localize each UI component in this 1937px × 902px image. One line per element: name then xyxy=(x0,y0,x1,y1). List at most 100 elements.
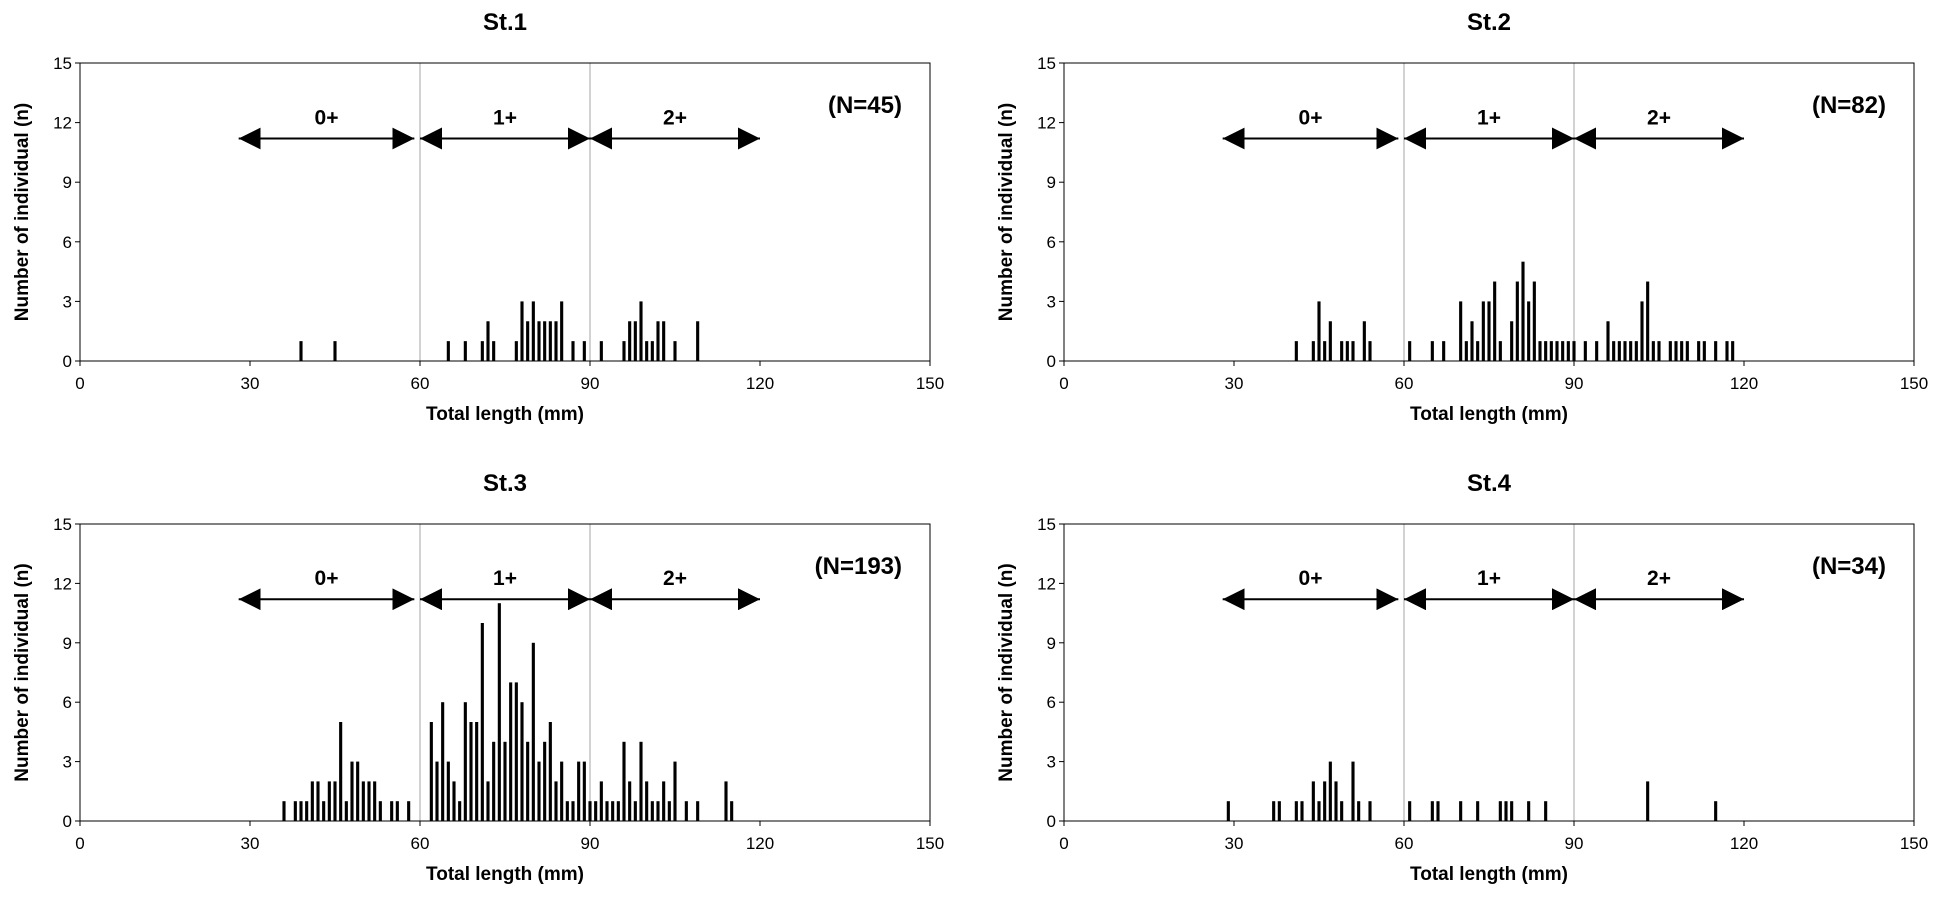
sample-size-label: (N=193) xyxy=(815,553,902,580)
y-tick-label: 0 xyxy=(63,352,72,371)
histogram-bar xyxy=(1442,341,1446,361)
histogram-bar xyxy=(582,761,586,821)
histogram-bar xyxy=(395,801,399,821)
y-tick-label: 9 xyxy=(1047,173,1056,192)
histogram-bar xyxy=(463,341,467,361)
y-tick-label: 9 xyxy=(1047,634,1056,653)
x-tick-label: 0 xyxy=(1059,834,1068,853)
histogram-bar xyxy=(1368,341,1372,361)
histogram-bar xyxy=(1357,801,1361,821)
histogram-bar xyxy=(520,702,524,821)
histogram-bar xyxy=(1731,341,1735,361)
histogram-bar xyxy=(1351,341,1355,361)
histogram-bar xyxy=(1277,801,1281,821)
histogram-bar xyxy=(656,801,660,821)
age-group-label: 1+ xyxy=(1477,567,1501,590)
histogram-bar xyxy=(1294,341,1298,361)
histogram-bar xyxy=(1498,801,1502,821)
histogram-bar xyxy=(1680,341,1684,361)
histogram-bar xyxy=(526,741,530,821)
histogram-bar xyxy=(577,761,581,821)
histogram-bar xyxy=(1521,261,1525,361)
x-axis-label: Total length (mm) xyxy=(1410,864,1568,885)
histogram-bar xyxy=(684,801,688,821)
histogram-bar xyxy=(492,341,496,361)
x-tick-label: 0 xyxy=(1059,374,1068,393)
histogram-bar xyxy=(548,321,552,361)
histogram-bar xyxy=(446,341,450,361)
histogram-bar xyxy=(361,781,365,821)
histogram-bar xyxy=(1323,341,1327,361)
histogram-bar xyxy=(344,801,348,821)
histogram-bar xyxy=(673,341,677,361)
histogram-bar xyxy=(622,741,626,821)
histogram-bar xyxy=(628,781,632,821)
histogram-bar xyxy=(1226,801,1230,821)
histogram-bar xyxy=(1538,341,1542,361)
histogram-bar xyxy=(480,623,484,821)
plot-area-frame xyxy=(1063,62,1915,362)
histogram-bar xyxy=(1294,801,1298,821)
x-tick-label: 0 xyxy=(75,374,84,393)
y-tick-label: 15 xyxy=(1037,515,1056,534)
x-tick-label: 150 xyxy=(916,374,944,393)
histogram-bar xyxy=(1595,341,1599,361)
age-group-label: 2+ xyxy=(1647,567,1671,590)
histogram-bar xyxy=(1561,341,1565,361)
x-tick-label: 90 xyxy=(1565,374,1584,393)
sample-size-label: (N=34) xyxy=(1812,553,1886,580)
plot-area-frame xyxy=(79,62,931,362)
histogram-bar xyxy=(1527,301,1531,361)
y-tick-label: 6 xyxy=(1047,693,1056,712)
histogram-bar xyxy=(1544,801,1548,821)
histogram-bar xyxy=(1311,341,1315,361)
x-tick-label: 30 xyxy=(241,834,260,853)
histogram-bar xyxy=(588,801,592,821)
y-tick-label: 9 xyxy=(63,634,72,653)
histogram-bar xyxy=(390,801,394,821)
y-tick-label: 3 xyxy=(1047,753,1056,772)
x-tick-label: 0 xyxy=(75,834,84,853)
histogram-bar xyxy=(1351,761,1355,821)
histogram-bar xyxy=(350,761,354,821)
sample-size-label: (N=45) xyxy=(828,92,902,119)
histogram-bar xyxy=(475,722,479,821)
y-tick-label: 12 xyxy=(1037,114,1056,133)
histogram-bar xyxy=(639,301,643,361)
histogram-bar xyxy=(605,801,609,821)
histogram-bar xyxy=(639,741,643,821)
histogram-bar xyxy=(1606,321,1610,361)
histogram-bar xyxy=(497,603,501,821)
histogram-bar xyxy=(446,761,450,821)
x-tick-label: 30 xyxy=(241,374,260,393)
histogram-bar xyxy=(299,801,303,821)
histogram-bar xyxy=(1640,301,1644,361)
age-group-label: 1+ xyxy=(1477,106,1501,129)
x-tick-label: 90 xyxy=(1565,834,1584,853)
x-tick-label: 30 xyxy=(1225,374,1244,393)
histogram-bar xyxy=(1572,341,1576,361)
y-tick-label: 15 xyxy=(1037,54,1056,73)
histogram-bar xyxy=(333,341,337,361)
histogram-bar xyxy=(633,321,637,361)
histogram-bar xyxy=(378,801,382,821)
histogram-bar xyxy=(356,761,360,821)
histogram-bar xyxy=(537,761,541,821)
histogram-bar xyxy=(1408,341,1412,361)
x-tick-label: 60 xyxy=(1395,834,1414,853)
x-tick-label: 150 xyxy=(1900,834,1928,853)
y-tick-label: 6 xyxy=(1047,233,1056,252)
y-axis-label: Number of individual (n) xyxy=(996,563,1017,782)
histogram-bar xyxy=(1527,801,1531,821)
histogram-bar xyxy=(1487,301,1491,361)
age-group-label: 2+ xyxy=(1647,106,1671,129)
x-tick-label: 120 xyxy=(746,834,774,853)
histogram-bar xyxy=(327,781,331,821)
histogram-bar xyxy=(1544,341,1548,361)
histogram-bar xyxy=(1300,801,1304,821)
histogram-bar xyxy=(571,801,575,821)
histogram-bar xyxy=(1566,341,1570,361)
histogram-bar xyxy=(322,801,326,821)
histogram-bar xyxy=(656,321,660,361)
chart-title: St.4 xyxy=(1467,470,1512,497)
